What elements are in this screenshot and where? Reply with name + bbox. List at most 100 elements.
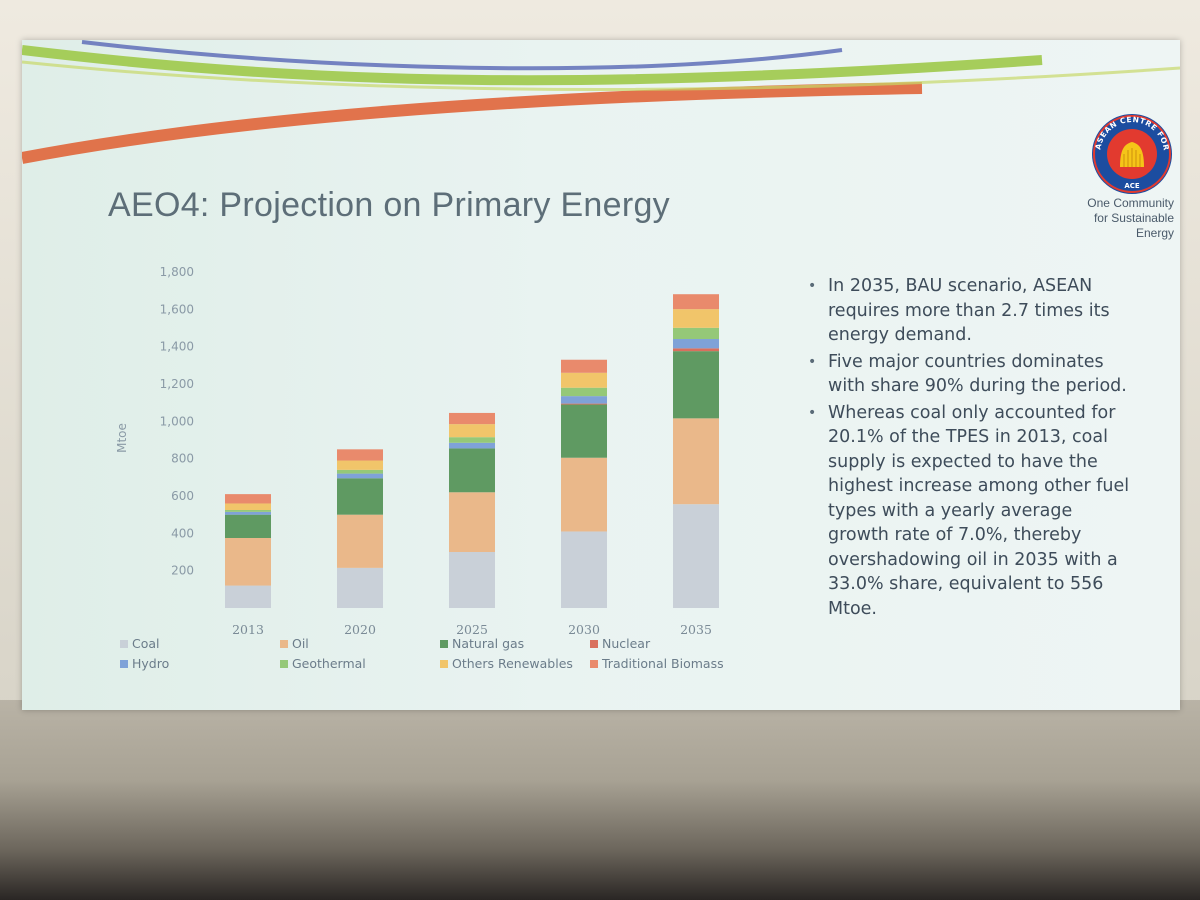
legend-label: Others Renewables <box>452 656 573 671</box>
bullet-text: In 2035, BAU scenario, ASEAN requires mo… <box>828 276 1110 345</box>
room-floor <box>0 700 1200 900</box>
bar-segment-coal <box>337 567 383 608</box>
bullet-dot-icon: • <box>808 404 817 421</box>
legend-item: Oil <box>280 636 309 651</box>
bullet-text: Whereas coal only accounted for 20.1% of… <box>828 402 1130 619</box>
bar-segment-geothermal <box>449 437 495 443</box>
y-tick-label: 800 <box>171 452 194 466</box>
y-tick-label: 1,200 <box>160 377 194 391</box>
bar-segment-others-renewables <box>673 309 719 328</box>
bar-segment-coal <box>561 531 607 608</box>
bar-segment-others-renewables <box>449 424 495 438</box>
legend-swatch <box>280 639 288 648</box>
bar-segment-hydro <box>337 473 383 479</box>
y-axis: 200 400 600 800 1,000 1,200 1,400 1,600 1,800 <box>160 265 194 578</box>
bar-segment-traditional-biomass <box>673 294 719 310</box>
legend-row: Hydro Geothermal Others Renewables Traditio… <box>120 656 800 676</box>
bar-segment-hydro <box>673 339 719 349</box>
legend-swatch <box>280 659 288 668</box>
y-tick-label: 1,800 <box>160 265 194 279</box>
stacked-bar-chart: 200 400 600 800 1,000 1,200 1,400 1,600 1,800 Mt… <box>115 265 719 637</box>
slide-title: AEO4: Projection on Primary Energy <box>108 186 670 224</box>
legend-label: Geothermal <box>292 656 366 671</box>
legend-item: Natural gas <box>440 636 524 651</box>
legend-swatch <box>120 659 128 668</box>
x-tick-label: 2020 <box>344 622 376 637</box>
legend-label: Oil <box>292 636 309 651</box>
bar-segment-nuclear <box>673 348 719 352</box>
legend-swatch <box>590 639 598 648</box>
bar-segment-oil <box>673 418 719 505</box>
bar-segment-natural-gas <box>561 404 607 458</box>
presentation-slide: AEO4: Projection on Primary Energy ASEAN… <box>22 40 1180 710</box>
bar-segment-oil <box>449 492 495 552</box>
legend-label: Hydro <box>132 656 170 671</box>
tagline-line-3: Energy <box>1135 226 1174 240</box>
legend-label: Coal <box>132 636 160 651</box>
legend-label: Traditional Biomass <box>602 656 724 671</box>
legend-swatch <box>440 639 448 648</box>
bar-segment-geothermal <box>561 387 607 397</box>
x-tick-label: 2025 <box>456 622 488 637</box>
chart-legend: Coal Oil Natural gas Nuclear Hydro Geothermal… <box>120 636 800 676</box>
legend-item: Coal <box>120 636 160 651</box>
bar-segment-oil <box>225 538 271 586</box>
legend-swatch <box>440 659 448 668</box>
bar-stacks <box>225 294 719 608</box>
y-tick-label: 400 <box>171 526 194 540</box>
legend-label: Natural gas <box>452 636 525 651</box>
y-tick-label: 1,400 <box>160 340 194 354</box>
legend-item: Traditional Biomass <box>590 656 724 671</box>
bullet-text: Five major countries dominates with shar… <box>828 351 1127 397</box>
bar-segment-oil <box>337 514 383 568</box>
legend-swatch <box>590 659 598 668</box>
bar-segment-traditional-biomass <box>337 449 383 461</box>
bar-segment-geothermal <box>225 510 271 512</box>
bullet-dot-icon: • <box>808 353 817 370</box>
legend-item: Others Renewables <box>440 656 573 671</box>
bar-segment-natural-gas <box>337 478 383 515</box>
bar-segment-hydro <box>561 396 607 404</box>
x-axis: 2013 2020 2025 2030 2035 <box>232 622 712 637</box>
y-axis-label: Mtoe <box>115 423 129 453</box>
bullet-item: • Whereas coal only accounted for 20.1% … <box>808 401 1138 622</box>
bar-segment-coal <box>225 585 271 608</box>
logo-tagline: One Community for Sustainable Energy <box>1034 196 1174 241</box>
bar-segment-others-renewables <box>225 503 271 510</box>
legend-item: Hydro <box>120 656 169 671</box>
y-tick-label: 1,000 <box>160 414 194 428</box>
legend-label: Nuclear <box>602 636 651 651</box>
bullet-item: • Five major countries dominates with sh… <box>808 350 1138 399</box>
y-tick-label: 200 <box>171 564 194 578</box>
bar-segment-others-renewables <box>561 372 607 388</box>
bar-segment-coal <box>673 504 719 608</box>
decorative-swooshes <box>22 40 1180 164</box>
legend-item: Nuclear <box>590 636 650 651</box>
bar-segment-traditional-biomass <box>449 412 495 425</box>
bullet-item: • In 2035, BAU scenario, ASEAN requires … <box>808 274 1138 348</box>
bar-segment-traditional-biomass <box>225 494 271 504</box>
bar-segment-coal <box>449 552 495 608</box>
y-tick-label: 1,600 <box>160 302 194 316</box>
legend-row: Coal Oil Natural gas Nuclear <box>120 636 800 656</box>
tagline-line-1: One Community <box>1087 196 1174 210</box>
bar-segment-nuclear <box>561 403 607 405</box>
bar-segment-geothermal <box>337 469 383 474</box>
x-tick-label: 2030 <box>568 622 600 637</box>
bar-segment-traditional-biomass <box>561 359 607 373</box>
bar-segment-others-renewables <box>337 460 383 470</box>
tagline-line-2: for Sustainable <box>1093 211 1174 225</box>
x-tick-label: 2035 <box>680 622 712 637</box>
bar-segment-natural-gas <box>673 351 719 419</box>
legend-item: Geothermal <box>280 656 366 671</box>
bar-segment-hydro <box>225 511 271 515</box>
bullet-dot-icon: • <box>808 278 817 294</box>
logo-acronym: ACE <box>1124 182 1140 190</box>
y-tick-label: 600 <box>171 489 194 503</box>
asean-centre-for-energy-logo: ASEAN CENTRE FOR ENERGY ACE <box>1090 112 1172 194</box>
bar-segment-natural-gas <box>225 514 271 538</box>
legend-swatch <box>120 639 128 648</box>
bar-segment-oil <box>561 457 607 532</box>
bar-segment-hydro <box>449 442 495 449</box>
bar-segment-geothermal <box>673 327 719 340</box>
